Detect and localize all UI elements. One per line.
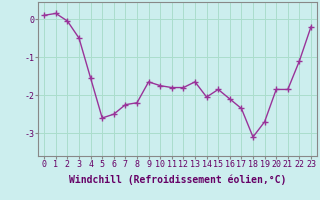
X-axis label: Windchill (Refroidissement éolien,°C): Windchill (Refroidissement éolien,°C) — [69, 175, 286, 185]
